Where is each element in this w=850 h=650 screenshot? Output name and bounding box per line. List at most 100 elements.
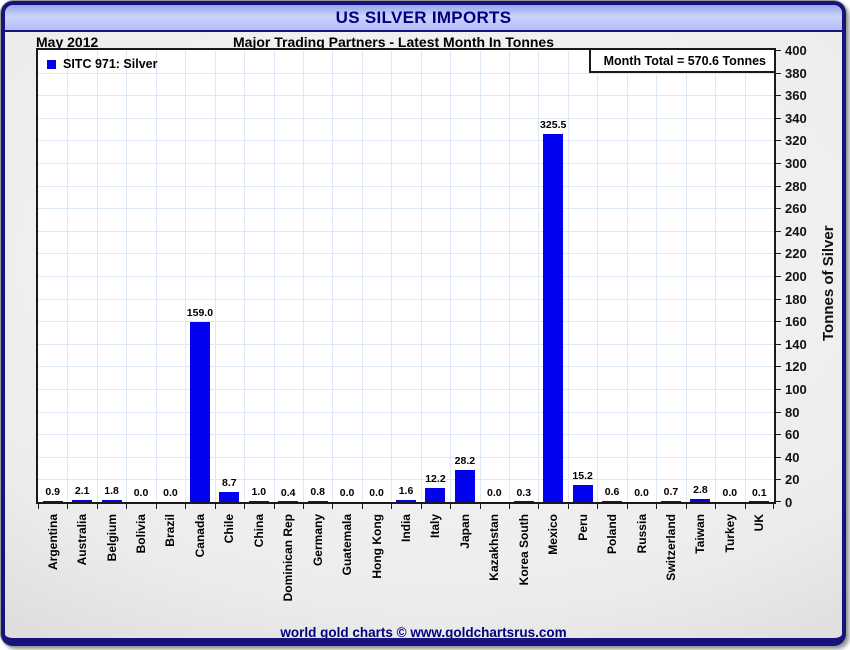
horizontal-gridline bbox=[38, 479, 774, 481]
horizontal-gridline bbox=[38, 411, 774, 413]
x-tick bbox=[244, 504, 246, 509]
y-axis-tick-labels: 0 20 40 60 80 100 120 140 160 180 200 220 240 260 280 3… bbox=[785, 43, 817, 510]
y-tick bbox=[776, 479, 781, 481]
x-tick bbox=[656, 504, 658, 509]
bar-value-label: 0.9 bbox=[45, 485, 61, 498]
bar-value-label: 0.4 bbox=[280, 486, 296, 499]
bar-australia bbox=[72, 499, 93, 502]
bar-value-label: 0.6 bbox=[604, 486, 620, 499]
x-axis-label-guatemala: Guatemala bbox=[340, 514, 355, 576]
x-tick bbox=[96, 504, 98, 509]
x-tick bbox=[126, 504, 128, 509]
window-title: US SILVER IMPORTS bbox=[335, 7, 512, 27]
bar-dominican-rep bbox=[278, 500, 299, 502]
y-tick-label: 120 bbox=[785, 359, 807, 375]
x-tick bbox=[273, 504, 275, 509]
x-tick bbox=[38, 504, 39, 509]
bar-value-label: 159.0 bbox=[186, 307, 214, 320]
horizontal-gridline bbox=[38, 389, 774, 390]
bar-value-label: 8.7 bbox=[222, 477, 237, 490]
x-tick bbox=[626, 504, 628, 509]
x-tick bbox=[744, 504, 746, 509]
y-tick bbox=[776, 50, 781, 51]
bar-china bbox=[248, 500, 269, 502]
horizontal-gridline bbox=[38, 253, 774, 255]
bar-value-label: 0.3 bbox=[516, 486, 532, 499]
y-tick-label: 260 bbox=[785, 201, 807, 217]
y-tick-label: 320 bbox=[785, 133, 807, 149]
x-axis-label-argentina: Argentina bbox=[45, 514, 60, 571]
bar-canada bbox=[189, 322, 210, 502]
legend-swatch-icon bbox=[47, 59, 56, 69]
title-bar: US SILVER IMPORTS bbox=[5, 5, 842, 32]
y-tick bbox=[776, 434, 781, 436]
x-axis-label-russia: Russia bbox=[634, 514, 649, 554]
x-tick bbox=[214, 504, 216, 509]
y-tick bbox=[776, 185, 781, 187]
y-tick-label: 340 bbox=[785, 110, 807, 126]
y-tick bbox=[776, 298, 781, 300]
x-axis-label-germany: Germany bbox=[310, 514, 325, 567]
y-tick bbox=[776, 366, 781, 368]
y-tick bbox=[776, 140, 781, 142]
x-axis-label-switzerland: Switzerland bbox=[663, 514, 678, 581]
bar-poland bbox=[602, 500, 623, 502]
y-tick-label: 400 bbox=[785, 43, 807, 58]
x-axis-label-turkey: Turkey bbox=[722, 514, 737, 553]
y-tick bbox=[776, 163, 781, 164]
x-tick bbox=[185, 504, 187, 509]
bar-value-label: 0.7 bbox=[663, 486, 679, 499]
y-tick-label: 380 bbox=[785, 65, 807, 81]
x-axis-label-dominican-rep: Dominican Rep bbox=[281, 514, 296, 602]
bar-korea-south bbox=[513, 500, 534, 502]
horizontal-gridline bbox=[38, 434, 774, 436]
bar-value-label: 1.0 bbox=[251, 485, 267, 498]
bar-value-label: 2.8 bbox=[693, 483, 708, 496]
bar-italy bbox=[425, 488, 446, 502]
x-axis-label-chile: Chile bbox=[222, 514, 237, 544]
bar-value-label: 325.5 bbox=[540, 119, 567, 132]
x-axis-label-mexico: Mexico bbox=[546, 514, 561, 555]
bar-switzerland bbox=[660, 500, 681, 502]
y-tick bbox=[776, 117, 781, 119]
x-axis-label-belgium: Belgium bbox=[104, 514, 119, 562]
horizontal-gridline bbox=[38, 185, 774, 187]
legend: SITC 971: Silver bbox=[47, 57, 158, 71]
x-tick bbox=[332, 504, 334, 509]
x-axis-label-italy: Italy bbox=[428, 514, 443, 539]
y-tick bbox=[776, 276, 781, 277]
bar-value-label: 0.0 bbox=[487, 487, 502, 499]
x-tick bbox=[567, 504, 569, 509]
x-axis-label-kazakhstan: Kazakhstan bbox=[487, 514, 502, 581]
y-axis-ticks bbox=[776, 50, 782, 502]
x-tick bbox=[715, 504, 717, 509]
y-tick bbox=[776, 343, 781, 345]
x-tick bbox=[155, 504, 157, 509]
bar-peru bbox=[572, 484, 593, 502]
y-tick-label: 300 bbox=[785, 156, 807, 171]
x-axis-label-peru: Peru bbox=[575, 514, 590, 541]
bar-india bbox=[396, 500, 416, 502]
chart-subtitle: Major Trading Partners - Latest Month In… bbox=[233, 34, 554, 50]
horizontal-gridline bbox=[38, 298, 774, 300]
horizontal-gridline bbox=[38, 230, 774, 232]
horizontal-gridline bbox=[38, 163, 774, 164]
y-tick-label: 140 bbox=[785, 336, 807, 352]
y-tick-label: 160 bbox=[785, 314, 807, 330]
horizontal-gridline bbox=[38, 321, 774, 323]
horizontal-gridline bbox=[38, 72, 774, 74]
legend-label: SITC 971: Silver bbox=[63, 57, 158, 71]
plot-area: 0.9 2.1 1.8 0.0 0.0 159.0 8.7 1.0 0.4 0.8 0.0 0.0 1.… bbox=[36, 48, 776, 504]
y-tick bbox=[776, 95, 781, 97]
y-tick bbox=[776, 501, 781, 502]
bar-value-label: 0.0 bbox=[722, 487, 738, 499]
bar-value-label: 0.8 bbox=[310, 486, 325, 499]
bar-value-label: 1.8 bbox=[104, 484, 119, 497]
y-tick bbox=[776, 253, 781, 255]
bar-japan bbox=[454, 470, 475, 502]
bar-belgium bbox=[101, 499, 122, 502]
bar-taiwan bbox=[690, 498, 711, 502]
x-tick bbox=[302, 504, 304, 509]
x-axis-label-uk: UK bbox=[752, 514, 767, 532]
